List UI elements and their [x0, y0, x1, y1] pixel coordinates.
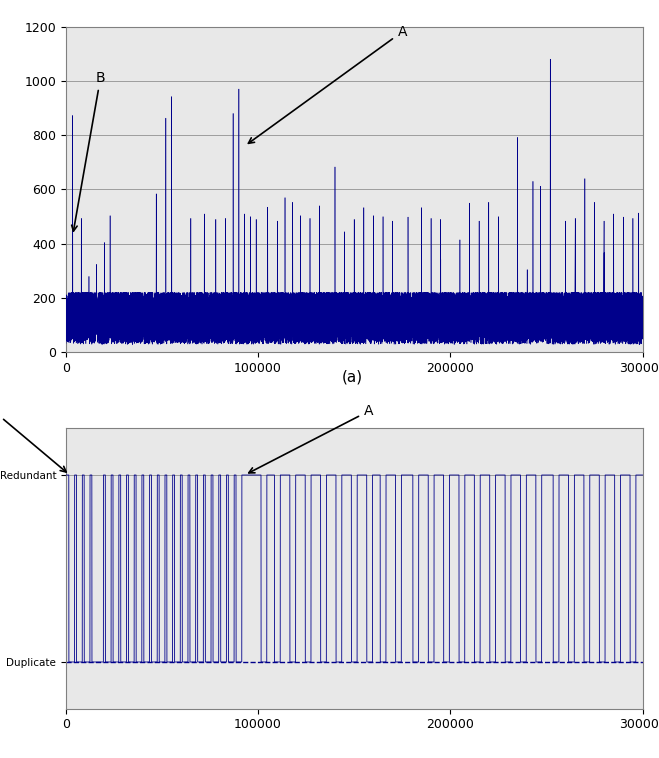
Text: B: B: [72, 71, 105, 231]
Text: (a): (a): [342, 369, 363, 384]
Text: A: A: [248, 25, 407, 143]
Text: A: A: [249, 404, 373, 473]
Text: B: B: [0, 404, 66, 472]
